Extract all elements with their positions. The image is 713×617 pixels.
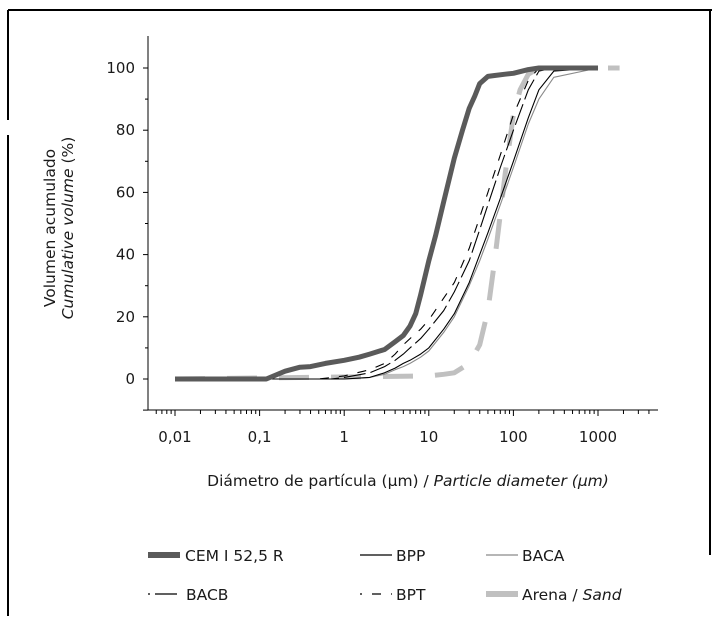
x-tick-label: 0,01 bbox=[158, 428, 191, 446]
y-tick-label: 20 bbox=[116, 308, 135, 326]
x-axis-title: Diámetro de partícula (µm) / Particle di… bbox=[207, 472, 609, 490]
y-axis-title-italic: Cumulative volume bbox=[59, 168, 77, 319]
legend-label-sand: Arena / Sand bbox=[522, 586, 622, 604]
series-line-sand bbox=[174, 65, 620, 382]
legend: CEM I 52,5 R BPP BACA BACB BPT Arena / S… bbox=[148, 547, 622, 604]
y-tick-label: 100 bbox=[106, 59, 135, 77]
y-axis-title-2: Cumulative volume (%) bbox=[59, 137, 77, 320]
x-tick-label: 100 bbox=[499, 428, 528, 446]
x-tick-label: 1 bbox=[339, 428, 349, 446]
legend-item-baca: BACA bbox=[486, 547, 565, 565]
series-lines bbox=[174, 65, 620, 382]
legend-item-cem: CEM I 52,5 R bbox=[148, 547, 284, 565]
x-axis-title-plain: Diámetro de partícula (µm) / bbox=[207, 472, 434, 490]
y-tick-label: 0 bbox=[125, 370, 135, 388]
x-axis-title-italic: Particle diameter bbox=[434, 472, 569, 490]
series-line-cem-i-52-5-r bbox=[175, 65, 598, 382]
legend-label-sand-italic: Sand bbox=[583, 586, 622, 604]
y-tick-label: 60 bbox=[116, 183, 135, 201]
x-axis-ticks: 0,01 0,1 1 10 100 1000 bbox=[155, 410, 650, 446]
series-line-bpp bbox=[175, 67, 599, 380]
series-line-bacb bbox=[175, 67, 598, 380]
legend-item-bacb: BACB bbox=[148, 586, 228, 604]
x-axis-title-unit: (µm) bbox=[567, 472, 609, 490]
y-axis-ticks: 0 20 40 60 80 100 bbox=[106, 59, 148, 411]
legend-item-bpt: BPT bbox=[360, 586, 426, 604]
legend-item-bpp: BPP bbox=[360, 547, 425, 565]
chart-frame bbox=[7, 9, 712, 616]
legend-label-bacb: BACB bbox=[186, 586, 228, 604]
y-tick-label: 80 bbox=[116, 121, 135, 139]
legend-label-baca: BACA bbox=[522, 547, 565, 565]
series-line-bpt bbox=[175, 67, 598, 380]
legend-label-sand-plain: Arena / bbox=[522, 586, 583, 604]
legend-label-cem: CEM I 52,5 R bbox=[185, 547, 284, 565]
series-line-baca bbox=[175, 67, 599, 380]
y-axis-title-line1: Volumen acumulado bbox=[41, 149, 59, 307]
legend-label-bpt: BPT bbox=[396, 586, 426, 604]
x-tick-label: 10 bbox=[419, 428, 438, 446]
y-tick-label: 40 bbox=[116, 246, 135, 264]
y-axis-title-unit: (%) bbox=[59, 137, 77, 169]
x-tick-label: 0,1 bbox=[248, 428, 272, 446]
legend-item-sand: Arena / Sand bbox=[486, 586, 622, 604]
y-axis-title: Volumen acumulado bbox=[41, 149, 59, 307]
legend-label-bpp: BPP bbox=[396, 547, 425, 565]
x-tick-label: 1000 bbox=[579, 428, 617, 446]
